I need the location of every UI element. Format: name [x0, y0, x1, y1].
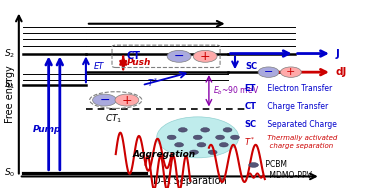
Circle shape	[208, 150, 217, 154]
Text: −: −	[99, 94, 110, 107]
Circle shape	[167, 135, 176, 139]
Circle shape	[201, 128, 210, 132]
Text: Charge Transfer: Charge Transfer	[265, 102, 328, 111]
Text: $S_0$: $S_0$	[4, 167, 15, 179]
Text: Push: Push	[127, 58, 151, 67]
Circle shape	[193, 50, 217, 62]
Text: $S_2$: $S_2$	[4, 47, 15, 60]
Text: J: J	[336, 49, 339, 59]
Circle shape	[280, 67, 301, 77]
Text: MDMO-PPV: MDMO-PPV	[266, 171, 311, 180]
Circle shape	[167, 50, 191, 62]
Text: $E_b$~90 meV: $E_b$~90 meV	[213, 84, 259, 97]
Circle shape	[93, 94, 116, 106]
Text: CT: CT	[127, 51, 141, 61]
Text: Separated Charge: Separated Charge	[265, 120, 337, 129]
Text: Thermally activated
  charge separation: Thermally activated charge separation	[265, 135, 337, 149]
Text: Pump: Pump	[33, 125, 61, 134]
Text: dJ: dJ	[336, 67, 347, 77]
Text: $S_1$: $S_1$	[4, 79, 15, 91]
Text: SC: SC	[245, 62, 257, 71]
Text: $T^*$: $T^*$	[244, 136, 256, 148]
Text: ET: ET	[244, 84, 256, 93]
Ellipse shape	[157, 117, 239, 158]
Circle shape	[219, 143, 228, 147]
Text: Electron Transfer: Electron Transfer	[265, 84, 332, 93]
Circle shape	[215, 135, 225, 139]
Circle shape	[193, 135, 202, 139]
Circle shape	[115, 94, 139, 106]
Circle shape	[249, 163, 259, 167]
Text: D-A Separation: D-A Separation	[153, 176, 227, 186]
Text: +: +	[286, 67, 296, 77]
Circle shape	[197, 143, 206, 147]
Text: PCBM: PCBM	[263, 160, 287, 170]
Text: $T^*$: $T^*$	[147, 76, 159, 89]
Text: ET: ET	[93, 62, 104, 71]
Text: SC: SC	[244, 120, 256, 129]
Text: −: −	[174, 50, 184, 63]
Text: $CT_1$: $CT_1$	[105, 112, 122, 125]
Text: +: +	[200, 50, 211, 63]
Text: −: −	[264, 67, 273, 77]
Circle shape	[258, 67, 279, 77]
Text: +: +	[122, 94, 132, 107]
Circle shape	[175, 143, 184, 147]
Text: CT: CT	[244, 102, 256, 111]
Circle shape	[178, 128, 187, 132]
Text: Free energy: Free energy	[5, 66, 14, 123]
Circle shape	[223, 128, 232, 132]
Circle shape	[189, 150, 198, 154]
Text: Aggregation: Aggregation	[133, 149, 196, 159]
Circle shape	[231, 135, 239, 139]
